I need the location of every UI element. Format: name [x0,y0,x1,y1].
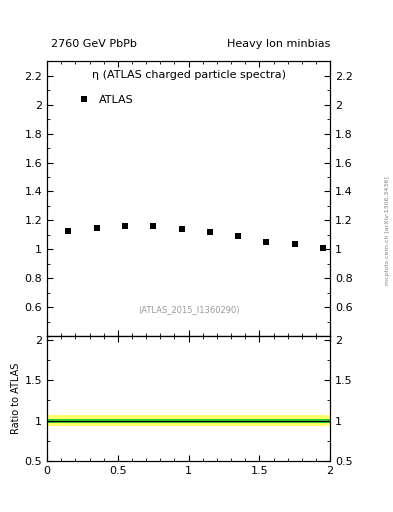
Text: Heavy Ion minbias: Heavy Ion minbias [227,38,330,49]
Text: mcplots.cern.ch [arXiv:1306.3436]: mcplots.cern.ch [arXiv:1306.3436] [385,176,390,285]
Y-axis label: Ratio to ATLAS: Ratio to ATLAS [11,362,20,434]
Text: (ATLAS_2015_I1360290): (ATLAS_2015_I1360290) [138,305,239,314]
Legend: ATLAS: ATLAS [67,89,140,110]
Text: η (ATLAS charged particle spectra): η (ATLAS charged particle spectra) [92,70,286,80]
Text: 2760 GeV PbPb: 2760 GeV PbPb [51,38,137,49]
